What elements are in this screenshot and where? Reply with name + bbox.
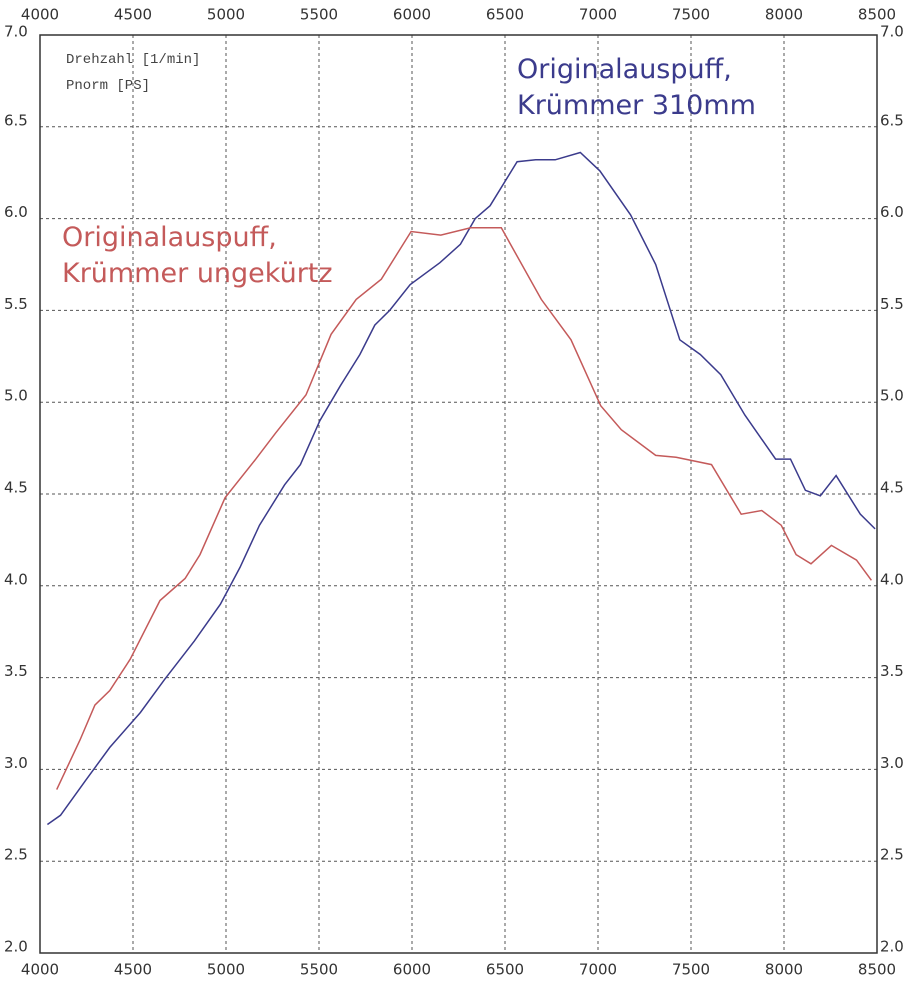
x-tick-label: 6000 — [393, 961, 431, 979]
y-tick-label: 3.5 — [880, 662, 904, 680]
x-tick-label: 4000 — [21, 961, 59, 979]
y-axis-label: Pnorm [PS] — [66, 78, 151, 94]
series-line — [56, 227, 873, 790]
x-tick-label: 5000 — [207, 961, 245, 979]
x-tick-label: 4500 — [114, 6, 152, 24]
x-tick-label: 8000 — [765, 961, 803, 979]
y-tick-label: 5.0 — [880, 387, 904, 405]
x-tick-label: 7500 — [672, 961, 710, 979]
y-tick-label: 2.5 — [4, 846, 28, 864]
y-tick-label: 6.0 — [880, 203, 904, 221]
y-tick-label: 3.5 — [4, 662, 28, 680]
x-tick-label: 6500 — [486, 6, 524, 24]
x-tick-label: 7000 — [579, 961, 617, 979]
y-tick-label: 6.5 — [4, 111, 28, 129]
y-tick-label: 4.5 — [4, 479, 28, 497]
x-tick-label: 4500 — [114, 961, 152, 979]
y-tick-label: 4.0 — [4, 570, 28, 588]
y-tick-label: 7.0 — [4, 23, 28, 41]
y-tick-label: 6.0 — [4, 203, 28, 221]
y-tick-label: 7.0 — [880, 23, 904, 41]
x-axis-label: Drehzahl [1/min] — [66, 52, 201, 68]
x-tick-label: 7500 — [672, 6, 710, 24]
y-tick-label: 3.0 — [4, 754, 28, 772]
y-tick-label: 4.0 — [880, 570, 904, 588]
y-tick-label: 5.0 — [4, 387, 28, 405]
x-tick-label: 8500 — [858, 961, 896, 979]
y-tick-label: 2.0 — [4, 938, 28, 956]
y-tick-label: 6.5 — [880, 111, 904, 129]
x-tick-label: 8500 — [858, 6, 896, 24]
y-tick-label: 5.5 — [4, 295, 28, 313]
x-tick-label: 6000 — [393, 6, 431, 24]
series-line — [46, 151, 876, 826]
y-tick-label: 3.0 — [880, 754, 904, 772]
x-tick-label: 5500 — [300, 6, 338, 24]
x-tick-label: 6500 — [486, 961, 524, 979]
x-tick-label: 5500 — [300, 961, 338, 979]
x-tick-label: 4000 — [21, 6, 59, 24]
x-tick-label: 7000 — [579, 6, 617, 24]
x-tick-label: 5000 — [207, 6, 245, 24]
series-label: Originalauspuff, Krümmer ungekürtz — [62, 222, 333, 289]
y-tick-label: 4.5 — [880, 479, 904, 497]
x-tick-label: 8000 — [765, 6, 803, 24]
y-tick-label: 2.0 — [880, 938, 904, 956]
plot-frame — [39, 34, 878, 954]
y-tick-label: 5.5 — [880, 295, 904, 313]
y-tick-label: 2.5 — [880, 846, 904, 864]
series-label: Originalauspuff, Krümmer 310mm — [517, 54, 756, 121]
